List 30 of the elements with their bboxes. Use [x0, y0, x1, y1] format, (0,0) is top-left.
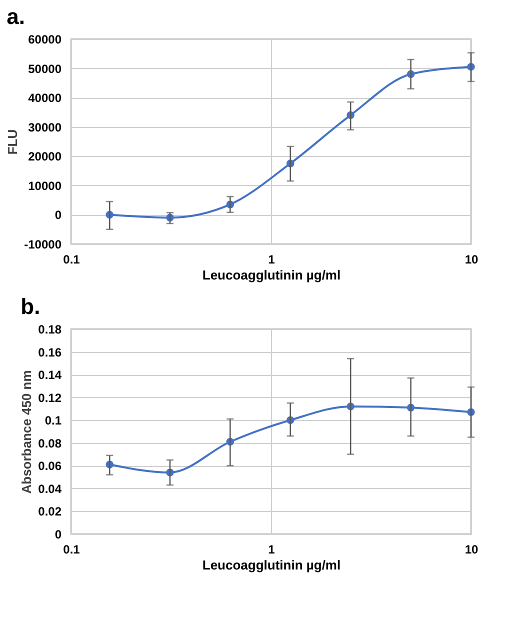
y-tick-label: 0.12	[38, 390, 62, 405]
y-tick-label: 0.06	[38, 459, 62, 474]
x-tick-label: 1	[268, 252, 276, 266]
y-tick-label: -10000	[24, 238, 62, 252]
y-tick-label: 0.18	[38, 322, 62, 336]
y-tick-label: 0	[54, 208, 62, 222]
y-tick-label: 0.16	[38, 345, 62, 360]
chart-title: a.	[6, 4, 25, 29]
chart-title: b.	[20, 294, 40, 319]
x-tick-label: 10	[464, 252, 478, 266]
x-axis-title: Leucoagglutinin µg/ml	[202, 558, 341, 572]
y-tick-label: 60000	[28, 32, 62, 46]
y-axis-title: FLU	[5, 129, 20, 155]
y-tick-label: 10000	[28, 178, 62, 193]
x-axis-title: Leucoagglutinin µg/ml	[202, 268, 341, 282]
x-tick-label: 0.1	[63, 252, 80, 266]
x-tick-label: 10	[464, 542, 478, 556]
y-tick-label: 20000	[28, 150, 62, 164]
y-tick-label: 0.02	[38, 504, 62, 519]
y-tick-label: 0.1	[44, 414, 62, 428]
x-tick-label: 0.1	[63, 542, 80, 556]
y-tick-label: 30000	[28, 120, 62, 134]
y-tick-label: 0.04	[38, 482, 62, 496]
y-tick-label: 0.08	[38, 436, 62, 450]
y-tick-label: 0	[54, 528, 62, 542]
y-tick-label: 50000	[28, 62, 62, 76]
y-tick-label: 0.14	[38, 368, 62, 382]
x-tick-label: 1	[268, 542, 276, 556]
y-axis-title: Absorbance 450 nm	[19, 370, 34, 494]
y-tick-label: 40000	[28, 91, 62, 106]
